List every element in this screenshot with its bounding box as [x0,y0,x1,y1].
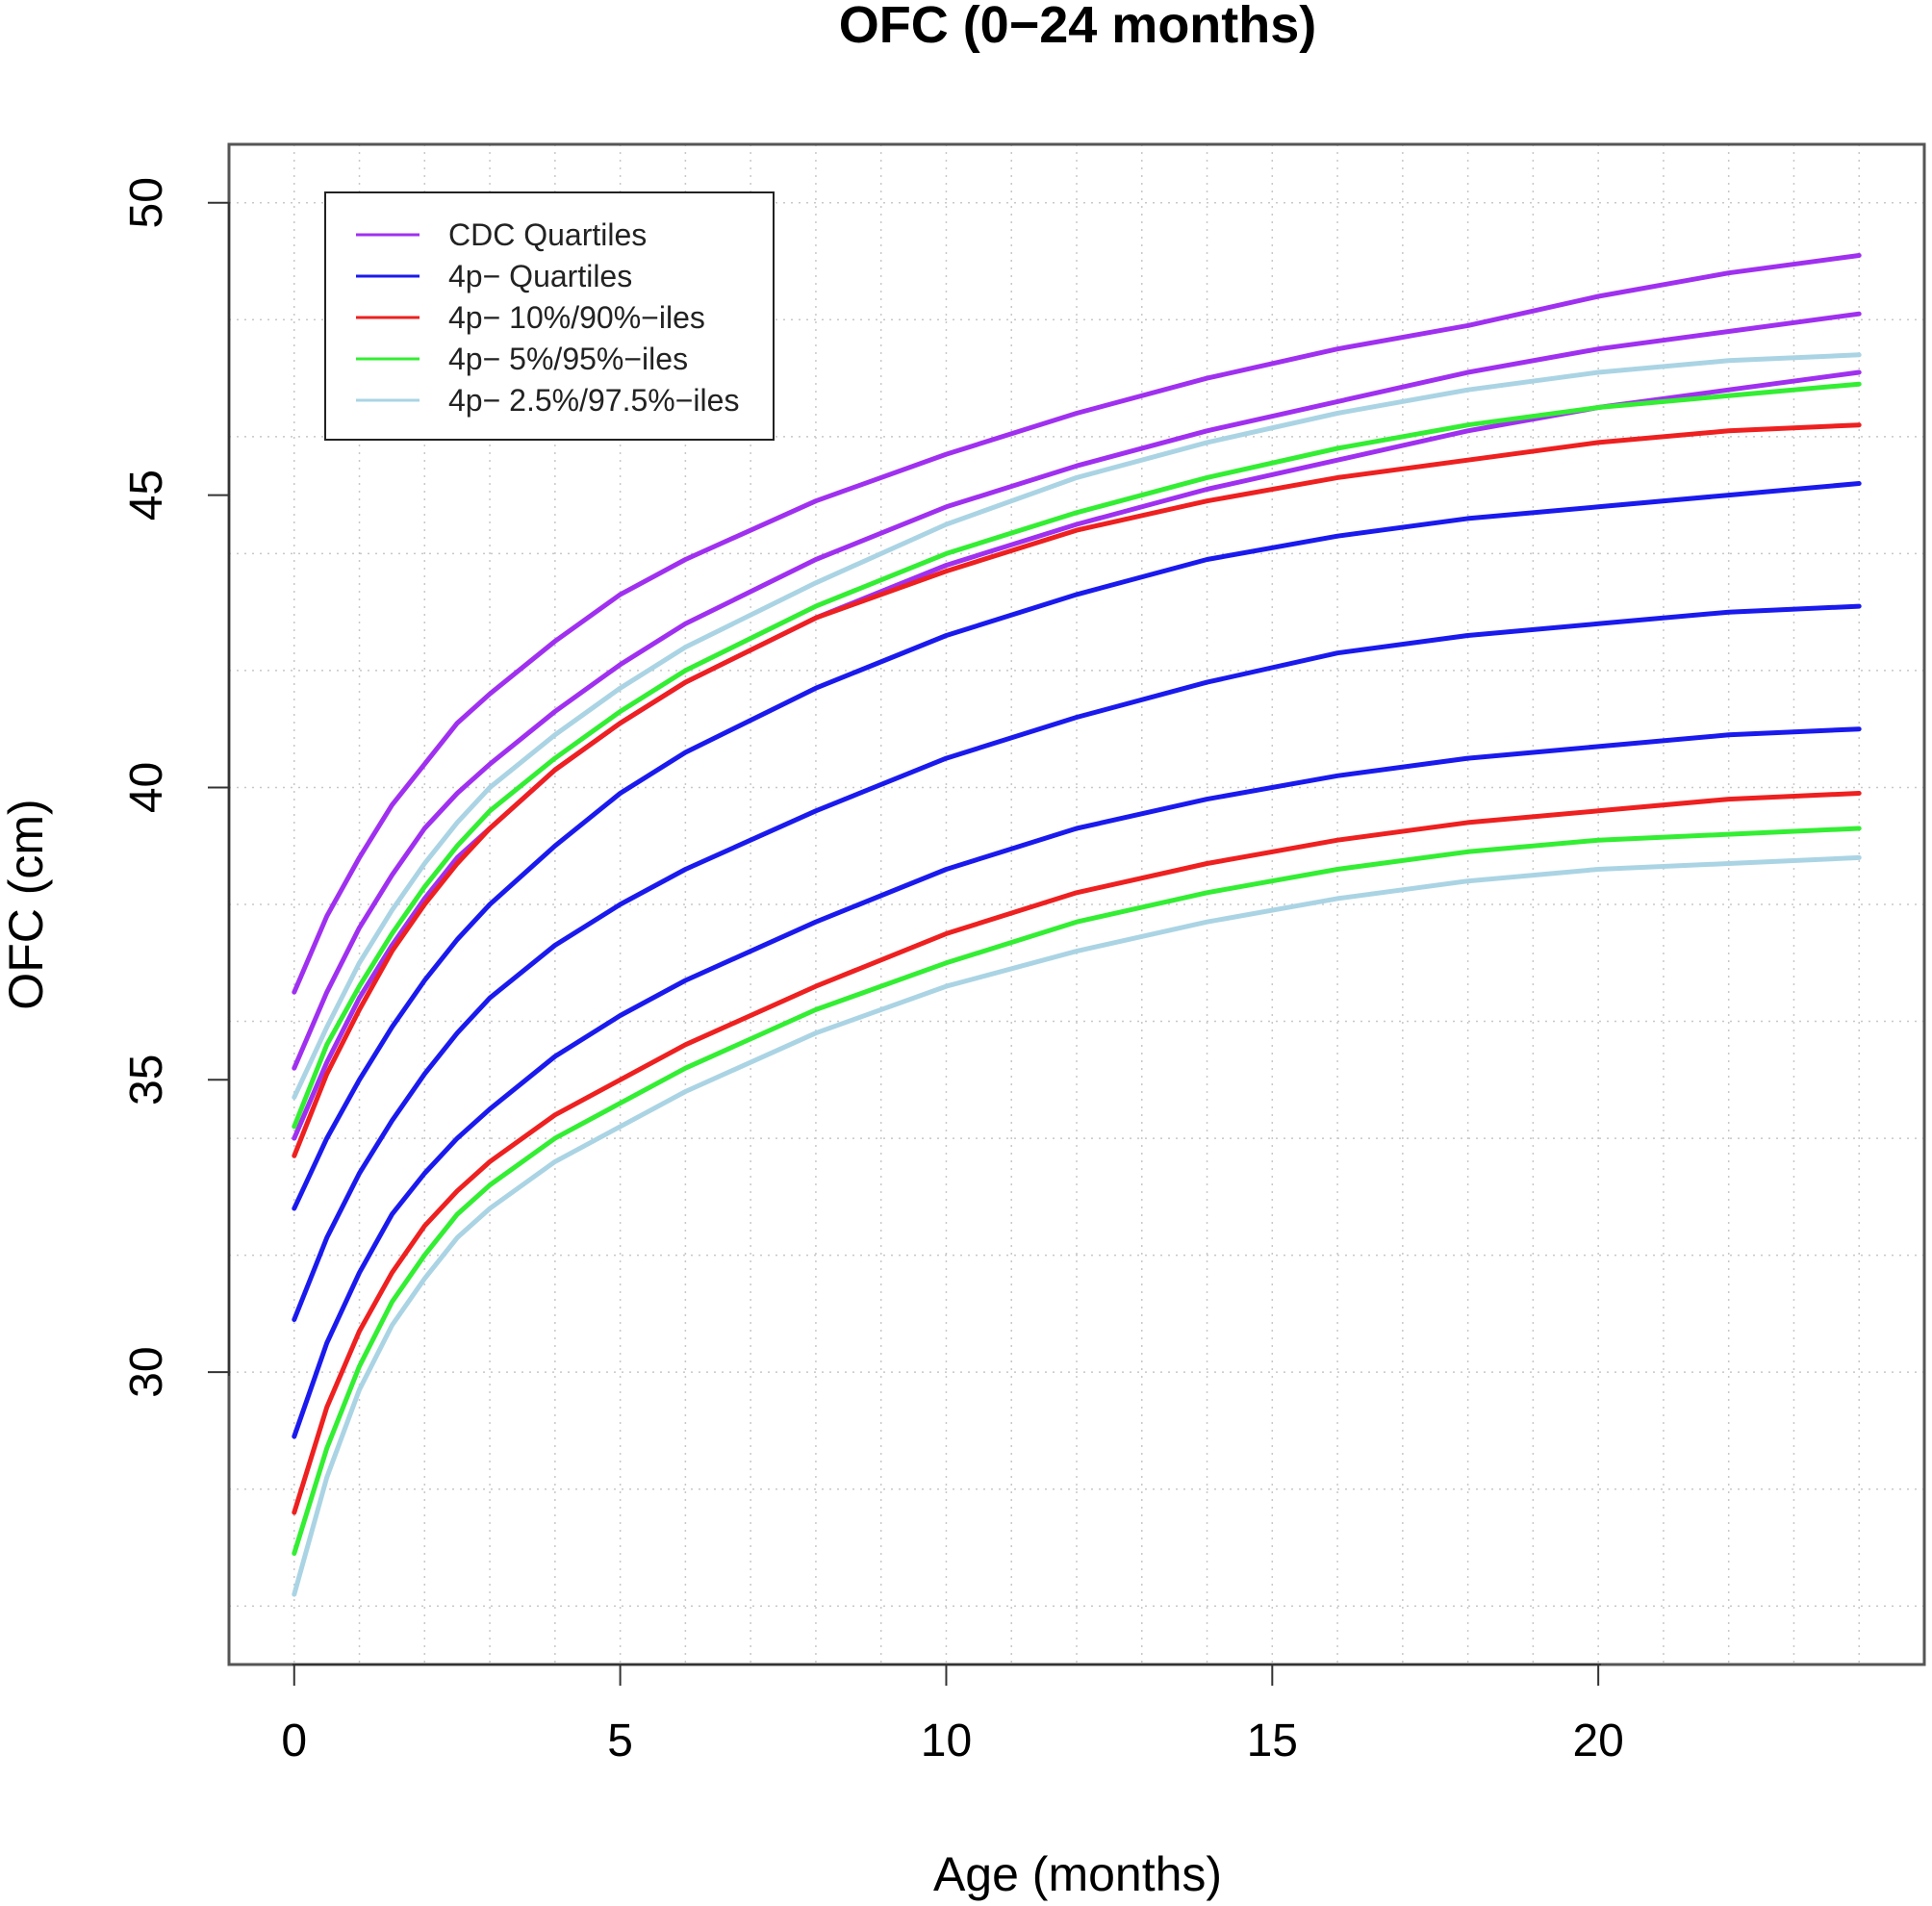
chart-title: OFC (0−24 months) [839,0,1317,54]
y-tick-label: 50 [121,177,172,228]
x-tick-label: 10 [921,1715,972,1766]
series-line-2 [292,311,1862,1071]
series-line-6 [292,726,1862,1439]
series-lines [292,253,1862,1597]
x-tick-label: 5 [607,1715,633,1766]
y-axis: 30 35 40 45 50 [121,177,230,1398]
x-axis-label: Age (months) [933,1847,1222,1901]
y-tick-label: 40 [121,762,172,813]
series-line-1 [292,253,1862,995]
y-tick-label: 35 [121,1055,172,1105]
series-line-4 [292,481,1862,1211]
legend: CDC Quartiles 4p− Quartiles 4p− 10%/90%−il… [324,191,775,441]
x-tick-label: 0 [281,1715,307,1766]
legend-label: 4p− 2.5%/97.5%−iles [448,383,739,418]
y-tick-label: 30 [121,1346,172,1397]
series-line-5 [292,603,1862,1322]
legend-label: 4p− Quartiles [448,259,632,293]
y-tick-label: 45 [121,470,172,521]
series-line-9 [292,381,1862,1130]
x-tick-label: 15 [1247,1715,1298,1766]
series-line-7 [292,422,1862,1158]
legend-label: CDC Quartiles [448,217,647,252]
legend-label: 4p− 5%/95%−iles [448,342,688,376]
series-line-8 [292,791,1862,1515]
x-tick-label: 20 [1572,1715,1623,1766]
series-line-12 [292,854,1862,1597]
series-line-11 [292,352,1862,1100]
y-axis-label: OFC (cm) [0,799,53,1009]
legend-label: 4p− 10%/90%−iles [448,300,705,335]
grid [229,144,1924,1665]
series-line-10 [292,826,1862,1556]
x-axis: 0 5 10 15 20 [281,1664,1624,1766]
